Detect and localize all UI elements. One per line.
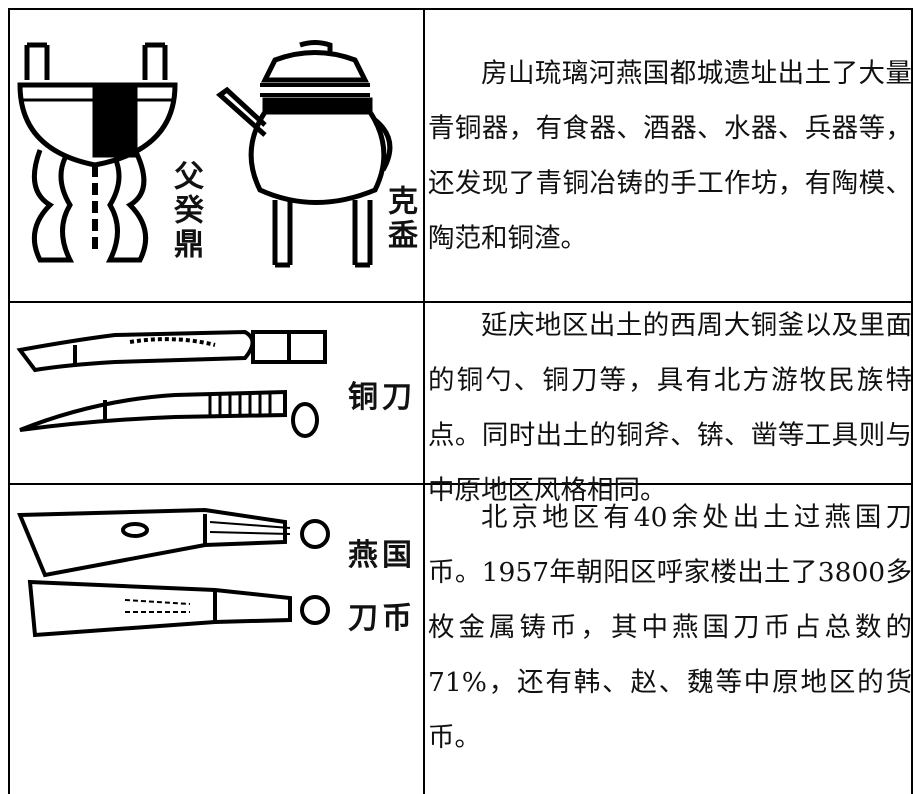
ding-illustration bbox=[17, 42, 178, 263]
table-border bbox=[8, 8, 913, 10]
text-cell: 延庆地区出土的西周大铜釜以及里面的铜勺、铜刀等，具有北方游牧民族特点。同时出土的… bbox=[426, 303, 912, 506]
text-cell: 北京地区有40余处出土过燕国刀币。1957年朝阳区呼家楼出土了3800多枚金属铸… bbox=[426, 485, 912, 794]
paragraph: 延庆地区出土的西周大铜釜以及里面的铜勺、铜刀等，具有北方游牧民族特点。同时出土的… bbox=[428, 310, 912, 506]
image-label: 燕国 bbox=[348, 538, 416, 573]
text-cell: 房山琉璃河燕国都城遗址出土了大量青铜器，有食器、酒器、水器、兵器等，还发现了青铜… bbox=[426, 10, 912, 301]
table-border bbox=[911, 8, 913, 794]
table-border bbox=[8, 301, 913, 303]
image-label: 铜刀 bbox=[348, 380, 416, 415]
paragraph: 房山琉璃河燕国都城遗址出土了大量青铜器，有食器、酒器、水器、兵器等，还发现了青铜… bbox=[428, 57, 912, 254]
image-label: 父癸鼎 bbox=[168, 160, 203, 262]
he-illustration bbox=[215, 40, 393, 268]
table-border bbox=[8, 8, 10, 794]
image-label: 克盉 bbox=[382, 185, 417, 253]
knife-coin-illustration bbox=[17, 507, 330, 638]
table-border bbox=[423, 8, 425, 794]
image-label: 刀币 bbox=[348, 601, 416, 636]
paragraph: 北京地区有40余处出土过燕国刀币。1957年朝阳区呼家楼出土了3800多枚金属铸… bbox=[428, 502, 912, 753]
table-border bbox=[8, 483, 913, 485]
knife-illustration bbox=[16, 329, 327, 438]
